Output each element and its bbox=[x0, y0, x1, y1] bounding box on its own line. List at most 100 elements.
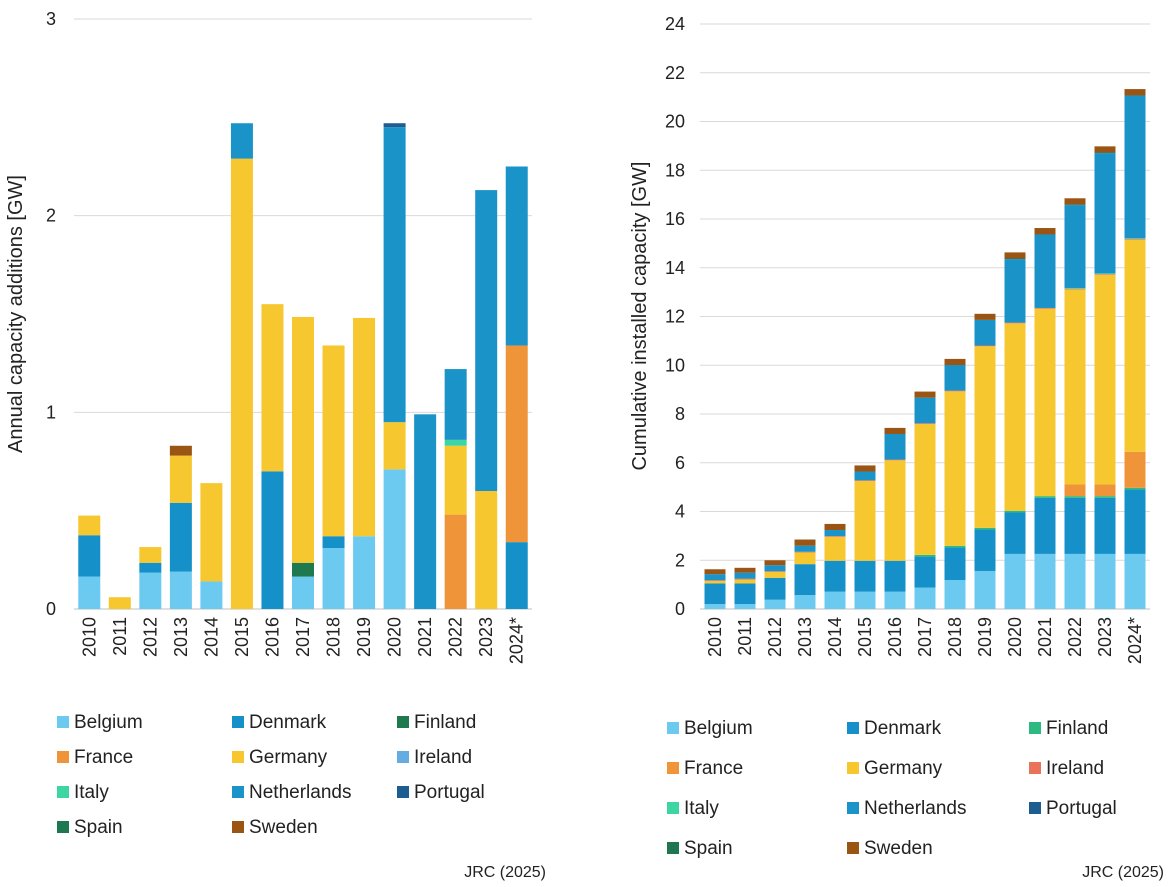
legend-label-italy: Italy bbox=[74, 782, 109, 803]
bar-segment-sweden-2011 bbox=[734, 567, 756, 573]
bar-segment-belgium-2013 bbox=[794, 595, 816, 609]
bar-segment-belgium-2024 bbox=[1124, 553, 1146, 609]
bar-segment-germany-2020 bbox=[1004, 323, 1026, 511]
bar-segment-netherlands-2010 bbox=[704, 574, 726, 581]
legend-label-belgium: Belgium bbox=[74, 712, 143, 733]
y-tick-label: 22 bbox=[665, 63, 685, 83]
bar-segment-finland-2017 bbox=[292, 562, 314, 577]
legend-swatch-netherlands bbox=[232, 786, 244, 798]
bar-segment-finland-2024 bbox=[1124, 487, 1146, 490]
y-tick-label: 3 bbox=[46, 9, 56, 29]
bar-segment-sweden-2015 bbox=[854, 465, 876, 472]
bar-segment-sweden-2013 bbox=[169, 445, 192, 456]
x-tick-label: 2015 bbox=[232, 617, 252, 657]
bar-segment-belgium-2014 bbox=[824, 591, 846, 609]
bar-segment-ireland-2013 bbox=[794, 551, 816, 553]
x-tick-label: 2024* bbox=[507, 617, 527, 664]
x-tick-label: 2019 bbox=[354, 617, 374, 657]
bar-segment-france-2024 bbox=[1124, 451, 1146, 488]
y-tick-label: 14 bbox=[665, 258, 685, 278]
bar-segment-netherlands-2019 bbox=[974, 319, 996, 346]
legend-swatch-belgium bbox=[57, 716, 69, 728]
bar-segment-ireland-2012 bbox=[764, 571, 786, 572]
bar-segment-belgium-2012 bbox=[139, 572, 162, 609]
bar-segment-france-2022 bbox=[444, 514, 467, 609]
legend-swatch-sweden bbox=[232, 821, 244, 833]
bar-segment-netherlands-2021 bbox=[414, 414, 437, 609]
bar-segment-belgium-2019 bbox=[974, 570, 996, 609]
bar-segment-germany-2022 bbox=[444, 445, 467, 515]
y-axis-title: Cumulative installed capacity [GW] bbox=[629, 161, 651, 470]
bar-segment-belgium-2022 bbox=[1064, 553, 1086, 609]
bar-segment-belgium-2020 bbox=[1004, 553, 1026, 609]
legend-swatch-finland bbox=[1029, 722, 1041, 734]
bar-segment-belgium-2019 bbox=[353, 536, 376, 609]
bar-segment-netherlands-2021 bbox=[1034, 234, 1056, 308]
bar-segment-italy-2023 bbox=[1094, 273, 1116, 275]
bar-segment-sweden-2021 bbox=[1034, 228, 1056, 235]
bar-segment-belgium-2021 bbox=[1034, 553, 1056, 609]
bar-segment-germany-2022 bbox=[1064, 289, 1086, 485]
bar-segment-finland-2020 bbox=[1004, 510, 1026, 513]
bar-segment-denmark-2024 bbox=[505, 542, 528, 609]
legend-swatch-italy bbox=[57, 786, 69, 798]
bar-segment-sweden-2010 bbox=[704, 569, 726, 575]
x-tick-label: 2018 bbox=[324, 617, 344, 657]
x-tick-label: 2022 bbox=[446, 617, 466, 657]
bar-segment-denmark-2022 bbox=[1064, 497, 1086, 554]
bar-segment-germany-2019 bbox=[353, 317, 376, 537]
bar-segment-netherlands-2016 bbox=[884, 433, 906, 460]
bar-segment-belgium-2020 bbox=[383, 469, 406, 609]
bar-segment-france-2024 bbox=[505, 345, 528, 543]
bar-segment-netherlands-2023 bbox=[1094, 153, 1116, 274]
bar-segment-belgium-2010 bbox=[704, 604, 726, 609]
legend-label-ireland: Ireland bbox=[414, 747, 472, 768]
legend-swatch-ireland bbox=[1029, 762, 1041, 774]
bar-segment-denmark-2014 bbox=[824, 560, 846, 592]
legend-label-ireland: Ireland bbox=[1046, 758, 1104, 779]
bar-segment-germany-2010 bbox=[704, 580, 726, 584]
bar-segment-belgium-2018 bbox=[944, 579, 966, 609]
x-tick-label: 2020 bbox=[385, 617, 405, 657]
bar-segment-netherlands-2022 bbox=[444, 369, 467, 440]
bar-segment-germany-2011 bbox=[734, 579, 756, 584]
bar-segment-denmark-2016 bbox=[261, 471, 284, 609]
x-tick-label: 2012 bbox=[765, 617, 785, 657]
bar-segment-sweden-2019 bbox=[974, 313, 996, 320]
bar-segment-denmark-2013 bbox=[169, 502, 192, 572]
legend-label-belgium: Belgium bbox=[684, 718, 753, 739]
bar-segment-netherlands-2023 bbox=[475, 190, 498, 491]
bar-segment-ireland-2017 bbox=[914, 423, 936, 424]
bar-segment-netherlands-2024 bbox=[1124, 95, 1146, 239]
bar-segment-spain-2024 bbox=[1124, 95, 1146, 96]
bar-segment-sweden-2020 bbox=[1004, 252, 1026, 259]
annual-additions-legend: Belgium Denmark Finland France Germany Irelan… bbox=[57, 712, 485, 838]
x-tick-label: 2022 bbox=[1065, 617, 1085, 657]
bar-segment-belgium-2012 bbox=[764, 599, 786, 609]
bar-segment-italy-2022 bbox=[1064, 287, 1086, 289]
y-tick-label: 0 bbox=[46, 599, 56, 619]
bar-segment-germany-2014 bbox=[824, 536, 846, 561]
bar-segment-netherlands-2020 bbox=[383, 127, 406, 423]
x-tick-label: 2017 bbox=[293, 617, 313, 657]
bar-segment-ireland-2021 bbox=[1034, 307, 1056, 309]
x-tick-label: 2013 bbox=[171, 617, 191, 657]
bar-segment-germany-2017 bbox=[292, 316, 314, 563]
bar-segment-germany-2011 bbox=[108, 597, 131, 609]
bar-segment-sweden-2017 bbox=[914, 391, 936, 398]
bar-segment-germany-2017 bbox=[914, 423, 936, 555]
y-tick-label: 18 bbox=[665, 160, 685, 180]
legend-label-denmark: Denmark bbox=[249, 712, 327, 733]
bar-segment-denmark-2012 bbox=[139, 562, 162, 573]
bar-segment-spain-2023 bbox=[1094, 152, 1116, 153]
bar-segment-portugal-2020 bbox=[383, 123, 406, 128]
bar-segment-denmark-2010 bbox=[704, 583, 726, 605]
y-tick-label: 6 bbox=[675, 453, 685, 473]
bar-segment-france-2023 bbox=[1094, 484, 1116, 497]
bar-segment-netherlands-2014 bbox=[824, 530, 846, 537]
x-tick-label: 2011 bbox=[735, 617, 755, 656]
bar-segment-netherlands-2020 bbox=[1004, 259, 1026, 323]
x-tick-label: 2021 bbox=[1035, 617, 1055, 657]
bar-segment-netherlands-2018 bbox=[944, 365, 966, 391]
bar-segment-denmark-2012 bbox=[764, 577, 786, 600]
